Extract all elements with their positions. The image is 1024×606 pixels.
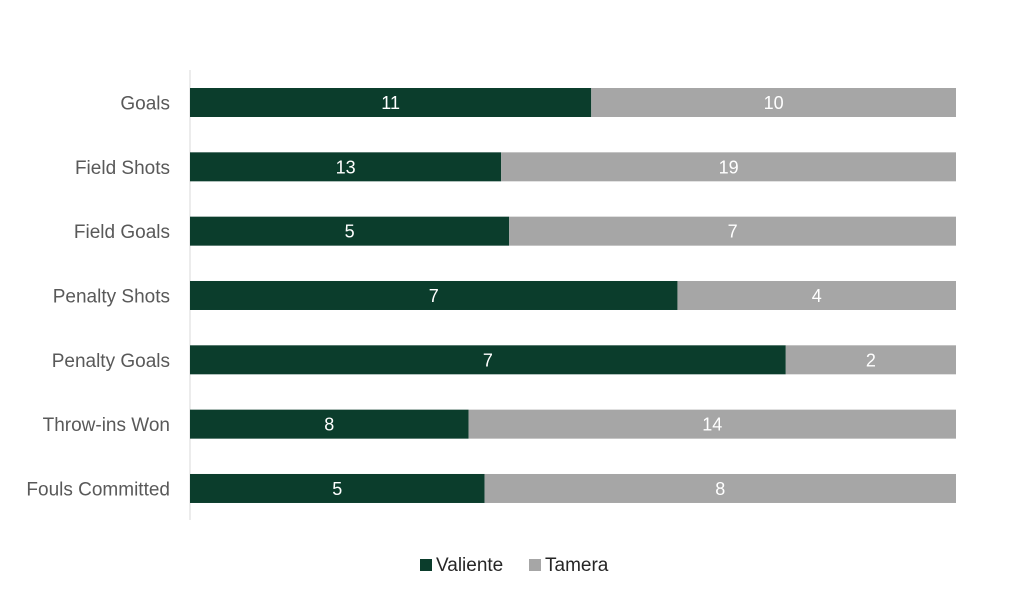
legend-swatch-valiente [420, 559, 432, 571]
data-label-tamera-goals: 10 [764, 93, 784, 113]
category-label-penalty-shots: Penalty Shots [53, 286, 170, 307]
bar-tamera-fouls-committed [484, 473, 956, 503]
data-label-valiente-throw-ins-won: 8 [324, 415, 334, 435]
bar-valiente-field-shots [190, 152, 502, 182]
legend-swatch-tamera [529, 559, 541, 571]
category-label-throw-ins-won: Throw-ins Won [43, 415, 170, 436]
category-label-penalty-goals: Penalty Goals [52, 351, 170, 372]
data-label-valiente-fouls-committed: 5 [332, 479, 342, 499]
bar-tamera-field-shots [501, 152, 956, 182]
bar-valiente-penalty-goals [190, 345, 786, 375]
data-label-tamera-throw-ins-won: 14 [702, 415, 722, 435]
data-label-tamera-field-shots: 19 [719, 157, 739, 177]
bar-tamera-goals [591, 88, 956, 117]
category-label-fouls-committed: Fouls Committed [26, 479, 170, 500]
category-label-field-goals: Field Goals [74, 222, 170, 243]
data-label-valiente-penalty-goals: 7 [483, 350, 493, 370]
bar-area: 11 10 13 19 5 7 7 4 7 2 8 14 5 8 [190, 88, 956, 503]
bar-tamera-penalty-goals [785, 345, 956, 375]
legend-label-valiente: Valiente [436, 555, 503, 576]
bar-valiente-throw-ins-won [190, 409, 469, 439]
data-label-valiente-field-shots: 13 [336, 157, 356, 177]
data-label-tamera-field-goals: 7 [728, 222, 738, 242]
category-label-field-shots: Field Shots [75, 158, 170, 179]
legend: Valiente Tamera [420, 555, 609, 576]
bar-valiente-goals [190, 88, 592, 117]
bar-tamera-penalty-shots [677, 280, 956, 310]
data-label-tamera-penalty-goals: 2 [866, 350, 876, 370]
category-label-goals: Goals [120, 94, 170, 115]
data-label-valiente-penalty-shots: 7 [429, 286, 439, 306]
data-label-valiente-goals: 11 [381, 93, 400, 113]
bar-valiente-penalty-shots [190, 280, 678, 310]
bar-tamera-throw-ins-won [468, 409, 956, 439]
data-label-tamera-penalty-shots: 4 [812, 286, 822, 306]
bar-valiente-fouls-committed [190, 473, 485, 503]
bar-valiente-field-goals [190, 216, 510, 246]
data-label-tamera-fouls-committed: 8 [715, 479, 725, 499]
bar-tamera-field-goals [509, 216, 956, 246]
category-labels: Goals Field Shots Field Goals Penalty Shots… [26, 94, 170, 501]
legend-label-tamera: Tamera [545, 555, 609, 576]
data-label-valiente-field-goals: 5 [345, 222, 355, 242]
